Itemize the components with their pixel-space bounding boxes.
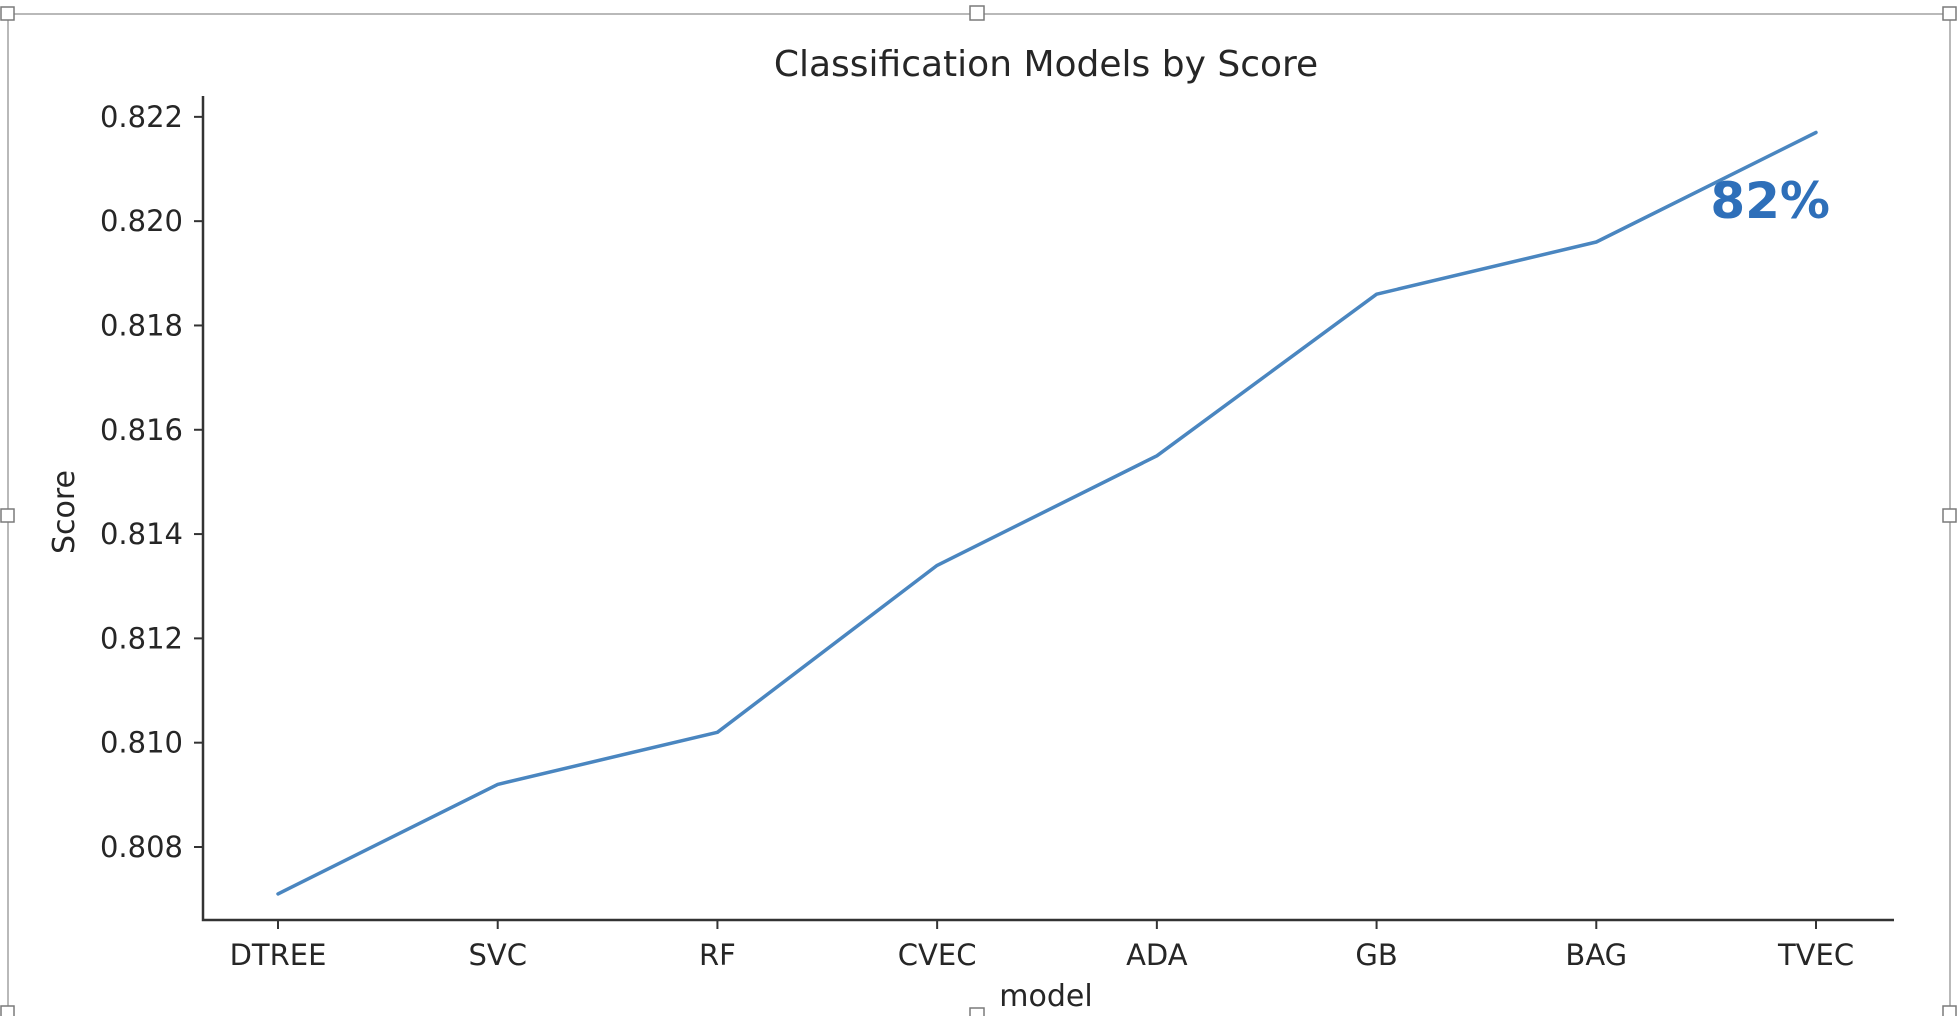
x-tick-label: DTREE: [230, 938, 327, 972]
resize-handle-top-right[interactable]: [1942, 6, 1957, 21]
resize-handle-bottom[interactable]: [969, 1007, 985, 1016]
x-tick-label: GB: [1355, 938, 1397, 972]
resize-handle-top-left[interactable]: [0, 6, 15, 21]
y-tick-label: 0.822: [100, 100, 183, 134]
y-tick-label: 0.820: [100, 204, 183, 238]
y-tick-label: 0.808: [100, 830, 183, 864]
x-tick-label: TVEC: [1777, 938, 1854, 972]
axis-spines: [201, 96, 1894, 922]
y-tick-label: 0.816: [100, 413, 183, 447]
resize-handle-bottom-left[interactable]: [0, 1005, 15, 1016]
y-tick-label: 0.812: [100, 621, 183, 655]
y-axis-ticks: 0.808 0.810 0.812 0.814 0.816 0.818 0.820 0.822: [100, 100, 203, 864]
x-tick-label: SVC: [468, 938, 527, 972]
y-tick-label: 0.810: [100, 726, 183, 760]
y-tick-label: 0.818: [100, 308, 183, 342]
resize-handle-right[interactable]: [1942, 508, 1957, 523]
x-tick-label: CVEC: [898, 938, 977, 972]
chart-title: Classification Models by Score: [774, 44, 1318, 85]
x-axis-ticks: DTREE SVC RF CVEC ADA GB BAG TVEC: [230, 920, 1854, 972]
x-tick-label: BAG: [1565, 938, 1627, 972]
series-group: [276, 130, 1818, 896]
x-tick-label: RF: [699, 938, 736, 972]
score-annotation: 82%: [1710, 172, 1830, 230]
selection-frame: [0, 5, 1957, 1016]
x-axis-title: model: [999, 979, 1092, 1014]
resize-handle-top[interactable]: [969, 5, 985, 21]
y-axis-title: Score: [47, 470, 82, 554]
series-line-0: [276, 130, 1818, 896]
resize-handle-bottom-right[interactable]: [1942, 1005, 1957, 1016]
axes: [201, 96, 1894, 922]
y-tick-label: 0.814: [100, 517, 183, 551]
x-tick-label: ADA: [1126, 938, 1188, 972]
resize-handle-left[interactable]: [0, 508, 15, 523]
